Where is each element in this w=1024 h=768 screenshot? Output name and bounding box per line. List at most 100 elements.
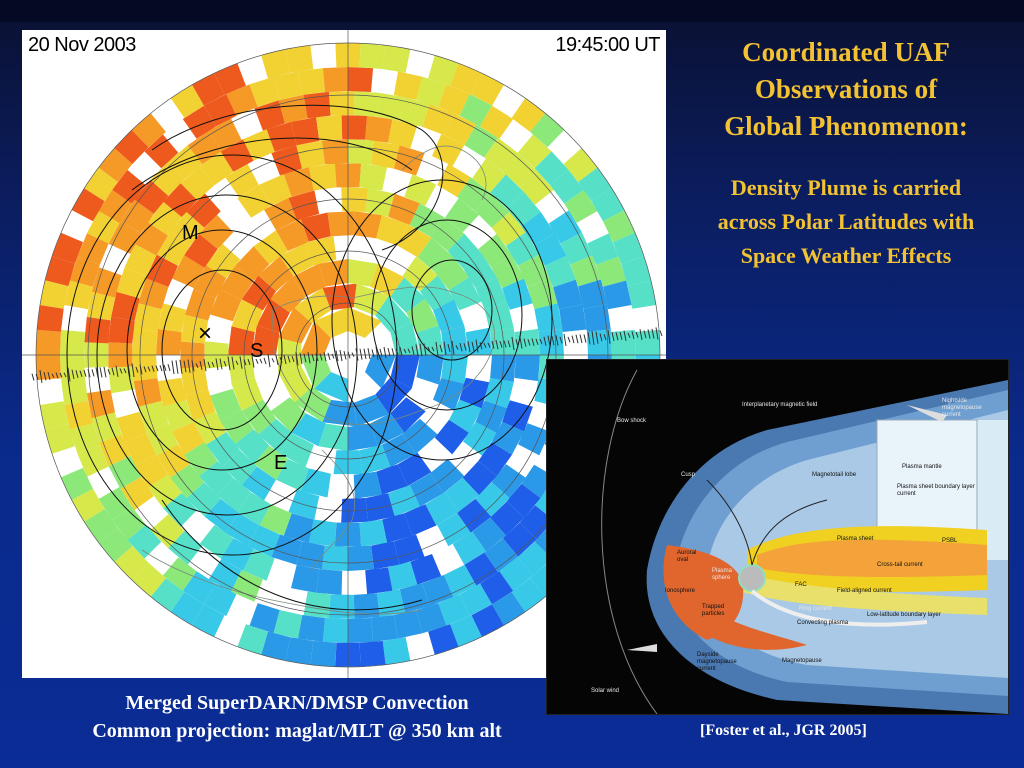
velocity-vector — [119, 368, 123, 374]
density-tile — [484, 137, 519, 172]
density-tile — [304, 43, 331, 46]
density-tile — [511, 578, 546, 612]
density-tile — [64, 400, 93, 430]
velocity-vector — [259, 358, 263, 364]
density-tile — [163, 492, 198, 527]
density-tile — [422, 651, 452, 667]
density-tile — [603, 210, 635, 243]
density-tile — [553, 279, 583, 310]
density-tile — [228, 355, 255, 384]
velocity-vector — [427, 346, 431, 352]
density-tile — [231, 378, 263, 411]
density-tile — [402, 256, 438, 292]
density-tile — [133, 303, 162, 332]
velocity-vector — [583, 334, 587, 343]
density-tile — [131, 113, 166, 148]
density-tile — [300, 212, 331, 242]
density-tile — [124, 433, 157, 466]
velocity-vector — [51, 373, 55, 379]
density-tile — [124, 244, 157, 277]
figure-caption: Merged SuperDARN/DMSP Convection Common … — [22, 689, 572, 745]
velocity-vector — [107, 369, 111, 375]
density-tile — [433, 378, 465, 411]
density-tile — [404, 174, 437, 206]
velocity-vector — [499, 340, 503, 348]
density-tile — [296, 140, 325, 169]
density-tile — [208, 118, 242, 152]
density-tile — [371, 615, 398, 642]
density-tile — [591, 188, 625, 222]
density-tile — [459, 583, 492, 616]
density-tile — [108, 221, 142, 254]
density-tile — [490, 501, 525, 536]
velocity-vector — [647, 329, 651, 339]
density-tile — [256, 298, 290, 333]
velocity-vector — [135, 366, 139, 373]
density-tile — [478, 442, 512, 477]
density-tile — [220, 410, 254, 444]
velocity-vector — [227, 356, 231, 371]
density-tile — [490, 355, 516, 382]
velocity-vector — [563, 333, 567, 346]
velocity-vector — [423, 343, 427, 356]
velocity-vector — [307, 352, 311, 364]
velocity-vector — [375, 346, 379, 360]
velocity-vector — [99, 367, 103, 378]
density-tile — [186, 193, 221, 228]
velocity-vector — [591, 330, 595, 345]
density-tile — [168, 145, 203, 180]
density-tile — [348, 259, 378, 287]
magnetosphere-diagram: Bow shock Interplanetary magnetic field … — [546, 359, 1009, 715]
density-tile — [499, 557, 534, 591]
density-tile — [578, 279, 608, 309]
velocity-vector — [87, 368, 91, 378]
density-tile — [114, 546, 149, 580]
velocity-vector — [627, 332, 631, 338]
density-tile — [84, 508, 118, 543]
density-tile — [45, 423, 75, 454]
density-tile — [491, 421, 525, 455]
density-tile — [228, 326, 255, 355]
density-tile — [502, 153, 537, 188]
density-tile — [559, 304, 587, 332]
velocity-vector — [239, 356, 243, 369]
density-tile — [84, 167, 118, 202]
density-tile — [232, 43, 263, 62]
velocity-vector — [167, 364, 171, 372]
density-tile — [322, 545, 348, 571]
velocity-vector — [611, 331, 615, 342]
density-tile — [365, 115, 393, 143]
density-tile — [502, 400, 533, 432]
density-tile — [417, 237, 453, 273]
density-tile — [120, 476, 154, 511]
density-tile — [353, 283, 389, 316]
density-tile — [506, 483, 541, 518]
density-tile — [98, 487, 132, 521]
density-tile — [300, 321, 331, 355]
density-tile — [459, 94, 492, 127]
velocity-vector — [471, 341, 475, 352]
density-tile — [560, 232, 593, 265]
density-tile — [116, 411, 147, 443]
density-tile — [133, 378, 162, 407]
density-tile — [98, 528, 133, 562]
velocity-vector — [35, 373, 39, 380]
density-tile — [258, 256, 294, 292]
velocity-vector — [331, 353, 335, 359]
velocity-vector — [403, 348, 407, 354]
density-tile — [276, 218, 309, 252]
density-tile — [370, 413, 405, 447]
density-tile — [438, 594, 470, 626]
density-tile — [587, 233, 619, 265]
density-tile — [471, 604, 504, 637]
density-tile — [359, 444, 391, 475]
density-tile — [353, 394, 389, 427]
velocity-vector — [571, 335, 575, 344]
density-tile — [318, 423, 348, 451]
velocity-vector — [371, 349, 375, 358]
velocity-vector — [503, 340, 507, 348]
density-tile — [397, 224, 432, 258]
label-solar-wind: Solar wind — [591, 688, 620, 694]
density-tile — [170, 592, 204, 626]
density-tile — [249, 76, 280, 107]
